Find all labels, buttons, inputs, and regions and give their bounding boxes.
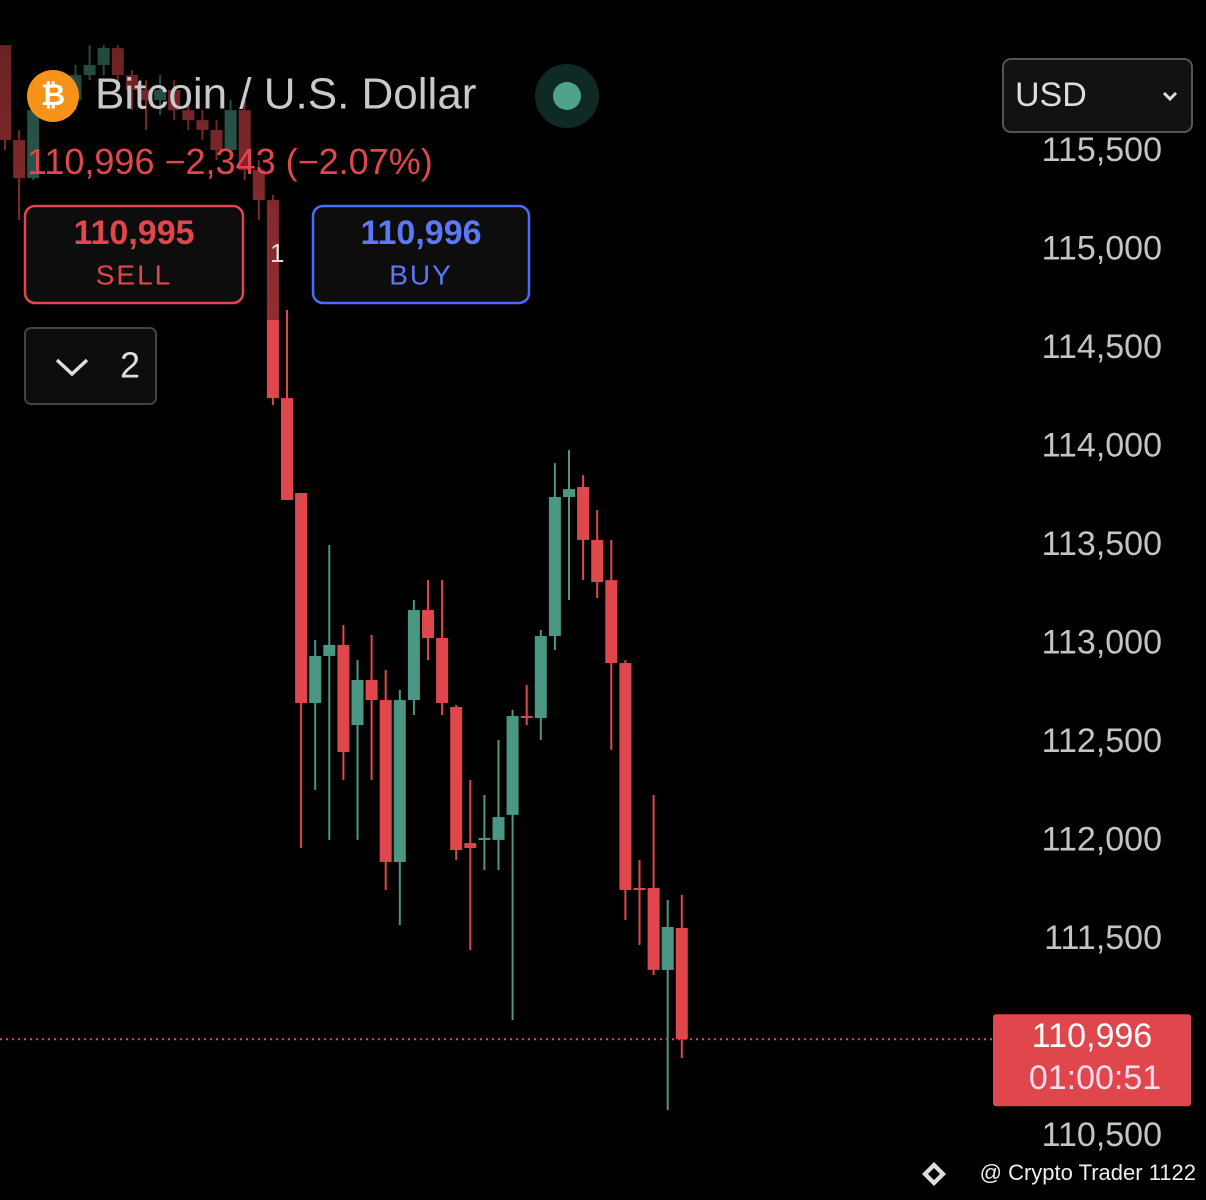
btc-symbol: ₿ — [41, 79, 65, 112]
buy-button[interactable]: 110,996 BUY — [311, 204, 531, 305]
candle-body — [548, 496, 561, 637]
y-tick-label: 110,500 — [1042, 1116, 1162, 1154]
y-tick-label: 111,500 — [1044, 919, 1162, 957]
buy-price: 110,996 — [360, 214, 481, 252]
countdown: 01:00:51 — [1029, 1059, 1161, 1097]
orders-count: 2 — [120, 345, 140, 386]
buy-label: BUY — [389, 259, 453, 290]
y-tick-label: 112,500 — [1042, 722, 1162, 760]
price-line: 110,996 −2,343 (−2.07%) — [27, 141, 433, 182]
symbol-title: Bitcoin / U.S. Dollar — [95, 70, 476, 119]
candle-body — [506, 716, 519, 815]
candle-body — [464, 843, 477, 848]
candle-body — [309, 655, 322, 704]
candle-body — [563, 489, 575, 497]
candle-body — [365, 679, 378, 701]
y-tick-label: 113,000 — [1042, 624, 1162, 662]
watermark-icon — [922, 1162, 946, 1186]
currency-select[interactable]: USD — [1002, 58, 1193, 133]
candle-body — [577, 486, 590, 540]
chevron-icon — [55, 358, 89, 377]
candle-body — [295, 493, 308, 704]
candle-body — [281, 398, 293, 500]
sell-box[interactable] — [23, 204, 245, 305]
watermark-text: @ Crypto Trader 1122 — [980, 1160, 1196, 1185]
y-tick-label: 115,500 — [1042, 131, 1162, 169]
candle-body — [450, 706, 463, 850]
candle-body — [492, 817, 505, 840]
sell-price: 110,995 — [73, 214, 194, 252]
y-tick-label: 113,500 — [1042, 525, 1162, 563]
currency-label: USD — [1015, 76, 1087, 114]
orders-box[interactable] — [24, 327, 157, 405]
last-price: 110,996 — [27, 141, 154, 182]
orders-toggle[interactable]: 2 — [24, 327, 157, 405]
candle-body — [379, 700, 392, 862]
y-tick-label: 114,500 — [1042, 328, 1162, 366]
candle-body — [478, 837, 491, 840]
candle-body — [520, 716, 533, 719]
candle-body — [661, 926, 674, 970]
candle-body — [422, 610, 434, 639]
candle-body — [605, 580, 618, 664]
candle-body — [337, 644, 350, 753]
price-change-pct: (−2.07%) — [286, 141, 433, 182]
last-price-box — [993, 1014, 1191, 1107]
candle-body — [675, 927, 688, 1040]
y-tick-label: 112,000 — [1042, 820, 1162, 858]
candle-body — [591, 539, 604, 583]
watermark: @ Crypto Trader 1122 — [922, 1160, 1196, 1186]
buy-box[interactable] — [311, 204, 531, 305]
price-change: −2,343 — [164, 141, 275, 182]
candle-body — [436, 638, 449, 704]
y-tick-label: 115,000 — [1042, 230, 1162, 268]
candle-body — [407, 610, 420, 701]
currency-chevron — [1162, 91, 1178, 102]
last-price-label: 110,996 — [1032, 1017, 1152, 1055]
sell-label: SELL — [96, 259, 173, 290]
btc-icon — [27, 70, 79, 122]
candle-body — [323, 644, 336, 656]
candle-body — [619, 663, 632, 890]
candle-body — [633, 887, 646, 890]
y-tick-label: 114,000 — [1042, 427, 1162, 465]
candle-body — [534, 636, 547, 718]
status-dot — [553, 82, 581, 110]
candle-body — [393, 700, 406, 862]
candle-body — [647, 887, 660, 970]
sell-button[interactable]: 110,995 SELL — [23, 204, 245, 305]
candle-body — [351, 679, 364, 726]
partial-label: 1 — [270, 238, 284, 268]
currency-box[interactable] — [1002, 58, 1193, 133]
